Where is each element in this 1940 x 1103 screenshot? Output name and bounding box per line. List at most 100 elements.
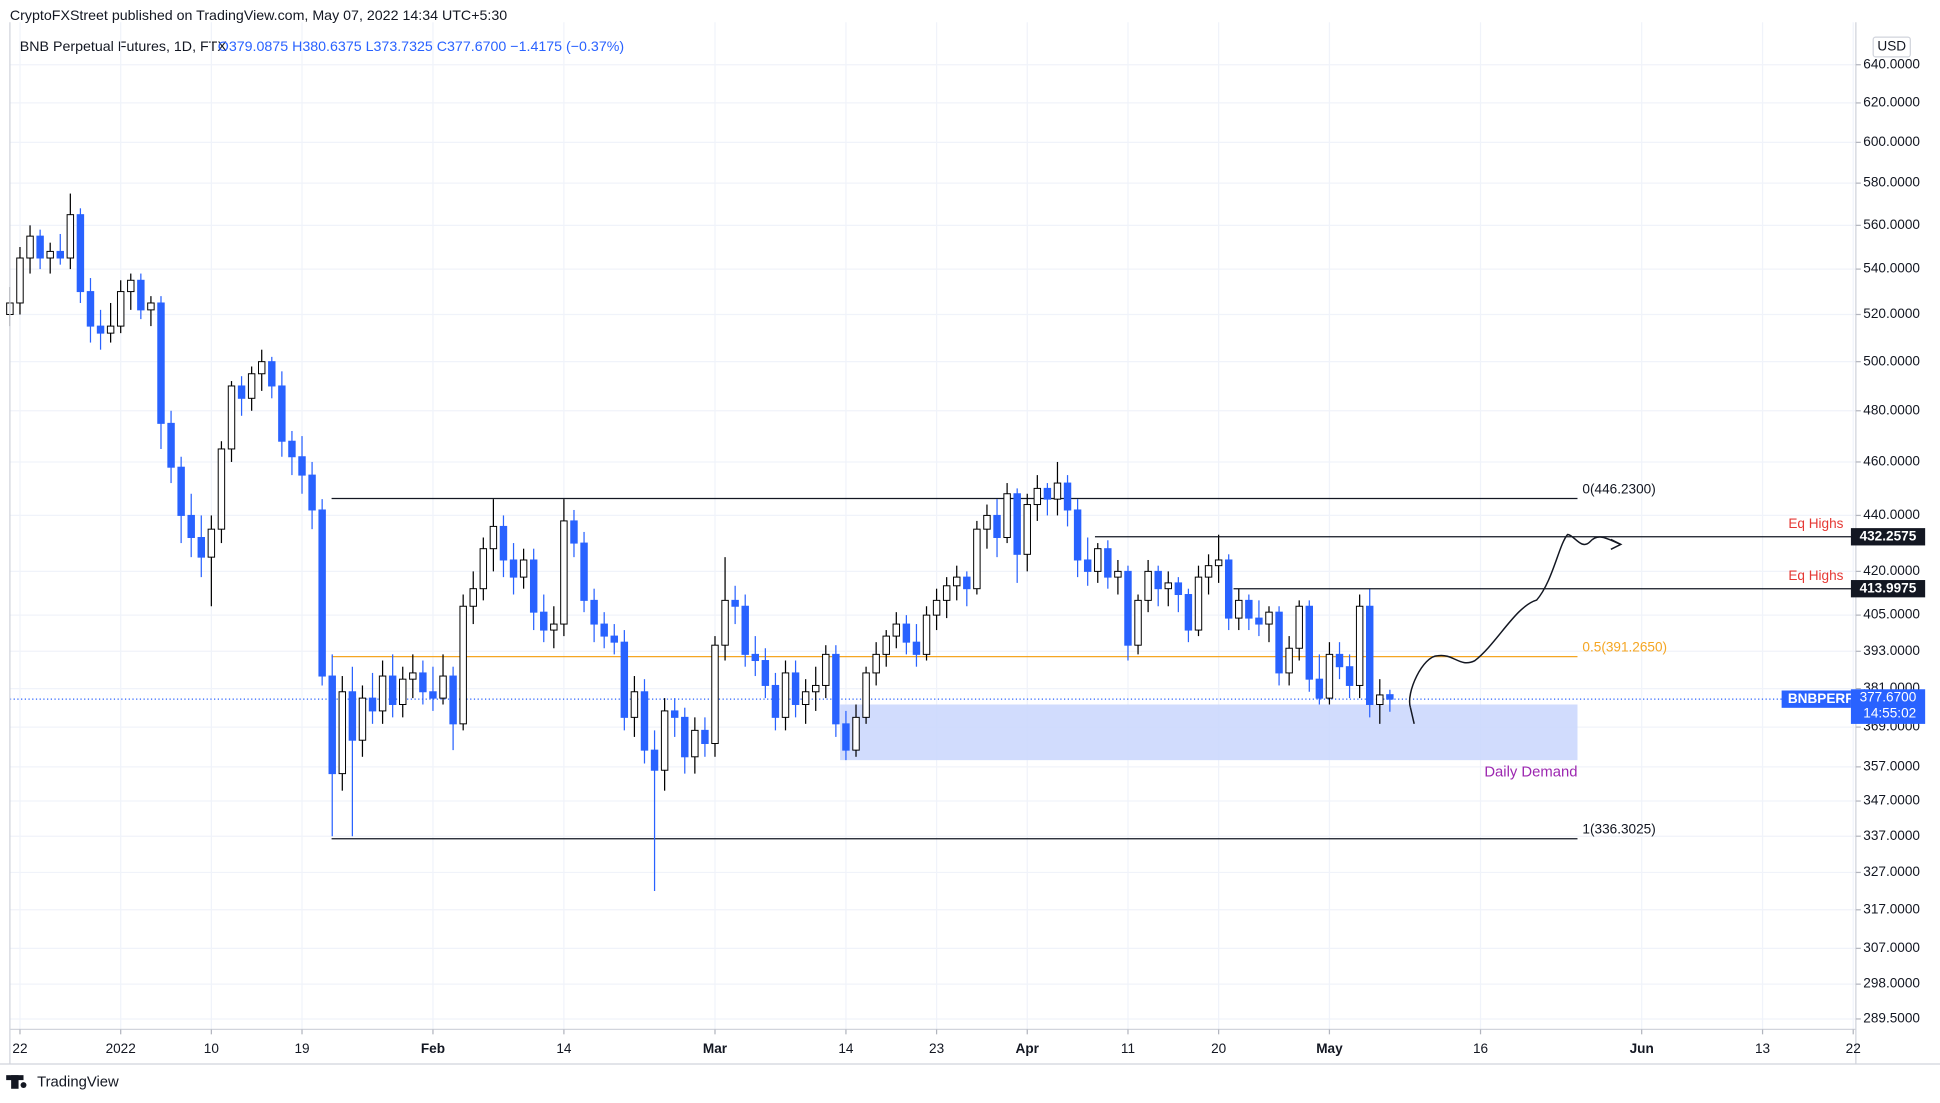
- candle-body: [66, 214, 75, 259]
- candle-body: [1043, 487, 1052, 500]
- candle-body: [1335, 653, 1344, 668]
- y-tick-label: 500.0000: [1863, 353, 1920, 368]
- attribution: CryptoFXStreet published on TradingView.…: [10, 8, 507, 24]
- y-tick-label: 337.0000: [1863, 828, 1920, 843]
- candle-body: [1224, 559, 1233, 619]
- candle-body: [872, 653, 880, 674]
- candle-body: [197, 537, 206, 558]
- candle-body: [328, 675, 336, 775]
- candle-body: [1104, 548, 1112, 578]
- candle-body: [650, 749, 659, 771]
- y-tick-label: 480.0000: [1863, 402, 1920, 417]
- candle-body: [1194, 576, 1203, 631]
- price-tag-label: 432.2575: [1860, 528, 1917, 543]
- y-tick-label: 420.0000: [1863, 563, 1920, 578]
- candle-body: [429, 691, 437, 699]
- candle-body: [1154, 570, 1162, 590]
- candle-body: [509, 559, 518, 578]
- candle-body: [963, 576, 971, 590]
- candle-body: [167, 422, 175, 468]
- candle-body: [1235, 599, 1243, 619]
- symbol-tag-label: BNBPERP: [1788, 691, 1854, 706]
- x-tick-label: 19: [294, 1041, 309, 1056]
- candle-body: [550, 623, 558, 631]
- candle-body: [1124, 570, 1132, 646]
- candle-body: [419, 672, 427, 693]
- fib-label: 1(336.3025): [1582, 822, 1655, 837]
- candle-body: [1355, 605, 1364, 686]
- candle-body: [922, 614, 931, 655]
- candle-body: [106, 325, 115, 334]
- y-tick-label: 317.0000: [1863, 901, 1920, 916]
- candle-body: [640, 691, 649, 751]
- candle-body: [842, 723, 850, 751]
- candle-body: [1164, 582, 1172, 590]
- candle-body: [187, 514, 195, 538]
- candle-body: [741, 605, 749, 655]
- candle-body: [1315, 678, 1324, 699]
- x-tick-label: 2022: [106, 1041, 136, 1056]
- candle-body: [771, 684, 780, 718]
- eq-high-label: Eq Highs: [1788, 568, 1843, 583]
- candle-body: [691, 729, 699, 758]
- candle-body: [1245, 599, 1253, 619]
- candle-body: [127, 279, 135, 293]
- forecast-dip: [1409, 707, 1415, 724]
- candle-body: [378, 675, 387, 712]
- candle-body: [822, 653, 830, 686]
- candle-body: [1305, 605, 1314, 680]
- ohlc-line: O379.0875 H380.6375 L373.7325 C377.6700 …: [218, 39, 624, 55]
- price-tag-label: 413.9975: [1860, 580, 1917, 595]
- candle-body: [46, 250, 54, 259]
- candle-body: [1174, 582, 1183, 596]
- candle-body: [288, 440, 296, 458]
- x-tick-label: 20: [1211, 1041, 1227, 1056]
- candle-body: [1184, 594, 1193, 631]
- logo-part: [20, 1082, 27, 1089]
- y-tick-label: 298.0000: [1863, 976, 1920, 991]
- candle-body: [832, 653, 840, 725]
- candle-body: [358, 697, 367, 741]
- candle-body: [207, 528, 216, 558]
- candle-body: [26, 235, 34, 259]
- candle-body: [1013, 493, 1021, 555]
- symbol-tag: [1781, 690, 1851, 708]
- candle-body: [217, 448, 226, 530]
- candle-body: [318, 509, 326, 677]
- candle-body: [560, 520, 568, 625]
- candle-body: [439, 675, 447, 699]
- candle-body: [983, 514, 991, 530]
- candle-body: [1134, 599, 1142, 646]
- y-tick-label: 405.0000: [1863, 607, 1920, 622]
- demand-zone: [840, 704, 1578, 761]
- candle-body: [278, 385, 286, 442]
- fib-label: 0(446.2300): [1582, 481, 1655, 496]
- candle-body: [721, 599, 729, 646]
- candle-body: [368, 697, 377, 712]
- candle-body: [227, 385, 236, 450]
- countdown-label: 14:55:02: [1863, 706, 1916, 721]
- x-tick-label: 22: [1846, 1041, 1861, 1056]
- logo-part: [6, 1075, 24, 1081]
- candle-body: [781, 672, 790, 718]
- candle-body: [801, 691, 810, 705]
- currency-box: [1872, 36, 1911, 58]
- x-tick-label: Mar: [703, 1041, 728, 1056]
- fib-label: 0.5(391.2650): [1582, 640, 1667, 655]
- price-tag: [1850, 528, 1926, 546]
- x-tick-label: 10: [204, 1041, 220, 1056]
- candle-body: [298, 456, 306, 476]
- plot-area: [6, 22, 1856, 1030]
- y-tick-label: 560.0000: [1863, 217, 1920, 232]
- y-tick-label: 393.0000: [1863, 643, 1920, 658]
- y-tick-label: 460.0000: [1863, 454, 1920, 469]
- candle-body: [731, 599, 739, 607]
- x-tick-label: 13: [1755, 1041, 1770, 1056]
- candle-body: [1144, 570, 1152, 601]
- chart-title: BNB Perpetual Futures, 1D, FTX: [20, 39, 228, 55]
- x-tick-label: 22: [12, 1041, 27, 1056]
- candle-body: [308, 474, 316, 511]
- candle-body: [36, 235, 44, 259]
- x-tick-label: Feb: [421, 1041, 445, 1056]
